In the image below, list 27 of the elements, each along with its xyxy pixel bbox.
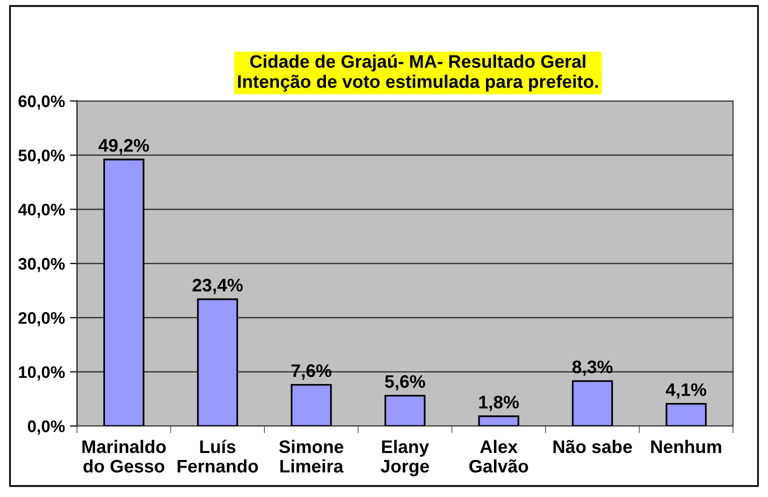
x-tick-label: Não sabe bbox=[554, 440, 632, 454]
y-tick-label: 40,0% bbox=[18, 204, 65, 218]
data-label: 4,1% bbox=[666, 383, 706, 399]
x-tick-label: Nenhum bbox=[651, 440, 722, 454]
y-tick-label: 10,0% bbox=[18, 366, 65, 380]
bar bbox=[478, 415, 520, 426]
bar bbox=[384, 394, 426, 426]
y-tick-label: 60,0% bbox=[18, 95, 65, 110]
data-label: 23,4% bbox=[192, 278, 243, 294]
x-tick-label: Alex Galvão bbox=[469, 440, 528, 473]
bar bbox=[290, 384, 332, 426]
data-label: 49,2% bbox=[98, 138, 149, 154]
y-tick-label: 30,0% bbox=[18, 258, 65, 272]
y-tick-label: 0,0% bbox=[28, 420, 65, 435]
x-tick-label: Elany Jorge bbox=[380, 440, 429, 476]
x-tick-label: Luís Fernando bbox=[178, 440, 258, 473]
x-tick-label: Simone Limeira bbox=[279, 440, 344, 473]
y-tick-label: 50,0% bbox=[18, 150, 65, 164]
bar bbox=[103, 158, 144, 426]
bar bbox=[197, 298, 238, 426]
data-label: 5,6% bbox=[384, 375, 426, 391]
y-tick-label: 20,0% bbox=[18, 312, 65, 326]
data-label: 1,8% bbox=[479, 396, 519, 412]
chart-title: Cidade de Grajaú- MA- Resultado Geral Intenção de voto estimulada para prefeito. bbox=[238, 54, 598, 92]
bar bbox=[572, 380, 613, 426]
bar bbox=[666, 402, 707, 426]
x-tick-label: Marinaldo do Gesso bbox=[82, 440, 166, 473]
